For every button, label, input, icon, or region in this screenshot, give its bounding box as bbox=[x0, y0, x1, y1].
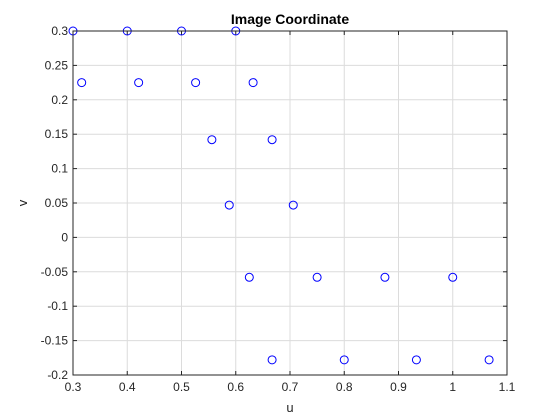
chart-title: Image Coordinate bbox=[231, 11, 349, 27]
data-points bbox=[68, 26, 494, 365]
x-tick-label: 0.8 bbox=[336, 380, 353, 394]
x-tick-label: 0.7 bbox=[282, 380, 299, 394]
data-point bbox=[267, 135, 277, 145]
x-tick-label: 1 bbox=[449, 380, 456, 394]
y-tick-label: 0.25 bbox=[45, 58, 69, 72]
x-tick-label: 0.5 bbox=[173, 380, 190, 394]
data-point bbox=[224, 200, 234, 210]
y-tick-label: -0.2 bbox=[47, 368, 68, 382]
data-point bbox=[191, 78, 201, 88]
y-tick-label: -0.15 bbox=[41, 334, 69, 348]
data-point bbox=[380, 272, 390, 282]
y-tick-label: 0.2 bbox=[51, 93, 68, 107]
data-point bbox=[448, 272, 458, 282]
data-point bbox=[134, 78, 144, 88]
y-tick-label: 0.05 bbox=[45, 196, 69, 210]
data-point bbox=[77, 78, 87, 88]
y-tick-label: -0.05 bbox=[41, 265, 69, 279]
data-point bbox=[339, 355, 349, 365]
x-tick-labels: 0.3 0.4 0.5 0.6 0.7 0.8 0.9 1 1.1 bbox=[65, 380, 516, 394]
x-tick-label: 0.9 bbox=[390, 380, 407, 394]
data-point bbox=[248, 78, 258, 88]
data-point bbox=[288, 200, 298, 210]
y-tick-label: -0.1 bbox=[47, 299, 68, 313]
x-tick-label: 1.1 bbox=[499, 380, 516, 394]
data-point bbox=[207, 135, 217, 145]
y-tick-label: 0.3 bbox=[51, 24, 68, 38]
y-tick-label: 0.1 bbox=[51, 162, 68, 176]
x-tick-label: 0.4 bbox=[119, 380, 136, 394]
y-tick-label: 0 bbox=[61, 230, 68, 244]
x-tick-label: 0.3 bbox=[65, 380, 82, 394]
x-tick-label: 0.6 bbox=[227, 380, 244, 394]
data-point bbox=[267, 355, 277, 365]
y-tick-label: 0.15 bbox=[45, 127, 69, 141]
data-point bbox=[411, 355, 421, 365]
data-point bbox=[312, 272, 322, 282]
data-point bbox=[484, 355, 494, 365]
plot-frame bbox=[72, 30, 508, 376]
y-tick-labels: -0.2 -0.15 -0.1 -0.05 0 0.05 0.1 0.15 0.2 0.25 0.3 bbox=[41, 24, 69, 382]
data-point bbox=[244, 272, 254, 282]
x-axis-label: u bbox=[286, 400, 293, 415]
y-axis-label: v bbox=[15, 199, 30, 206]
